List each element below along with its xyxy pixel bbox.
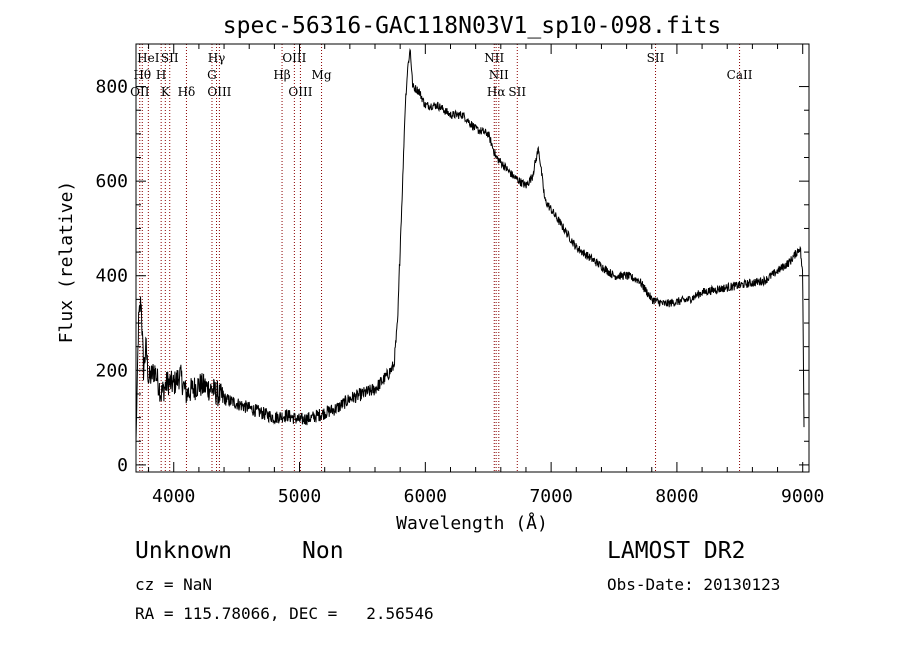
x-tick-label: 7000 [529,486,572,507]
line-label-nii: NII [484,51,504,65]
object-class: Unknown [135,538,232,564]
line-label-g: G [207,68,217,82]
plot-frame [135,43,810,473]
y-axis-ticks: 0 200 400 600 800 [95,77,809,476]
x-tick-label: 8000 [655,486,698,507]
line-label-hα: Hα [487,85,506,99]
x-tick-label: 9000 [781,486,824,507]
y-tick-label: 200 [95,360,128,381]
spectral-line-labels: HθOIIHeIHKSIIHδGHγOIIIHβOIIIOIIIMgNIIHαN… [130,51,753,99]
chart-title: spec-56316-GAC118N03V1_sp10-098.fits [223,13,722,39]
x-axis-ticks: 4000 5000 6000 7000 8000 9000 [148,44,824,507]
line-label-hei: HeI [137,51,160,65]
line-label-sii: SII [161,51,179,65]
x-tick-label: 4000 [152,486,195,507]
x-tick-label: 5000 [278,486,321,507]
line-label-caii: CaII [727,68,753,82]
redshift-cz: cz = NaN [135,575,213,594]
line-label-hθ: Hθ [133,68,151,82]
x-tick-label: 6000 [404,486,447,507]
y-tick-label: 800 [95,77,128,98]
line-label-hγ: Hγ [208,51,226,65]
line-label-h: H [156,68,166,82]
line-label-oii: OII [130,85,150,99]
line-label-oiii: OIII [288,85,312,99]
spectral-line-markers [139,44,741,472]
x-axis-label: Wavelength (Å) [396,512,548,534]
y-axis-label: Flux (relative) [56,181,77,344]
line-label-oiii: OIII [207,85,231,99]
line-label-mg: Mg [312,68,332,82]
line-label-nii: NII [489,68,509,82]
line-label-oiii: OIII [282,51,306,65]
y-tick-label: 600 [95,171,128,192]
line-label-sii: SII [508,85,526,99]
survey-name: LAMOST DR2 [607,538,746,564]
coordinates: RA = 115.78066, DEC = 2.56546 [135,604,434,623]
observation-date: Obs-Date: 20130123 [607,575,781,594]
line-label-k: K [161,85,171,99]
y-tick-label: 0 [117,455,128,476]
y-tick-label: 400 [95,266,128,287]
line-label-hβ: Hβ [273,68,290,82]
line-label-sii: SII [647,51,665,65]
spectrum-line [135,47,805,442]
line-label-hδ: Hδ [178,85,196,99]
object-subclass: Non [302,538,344,564]
